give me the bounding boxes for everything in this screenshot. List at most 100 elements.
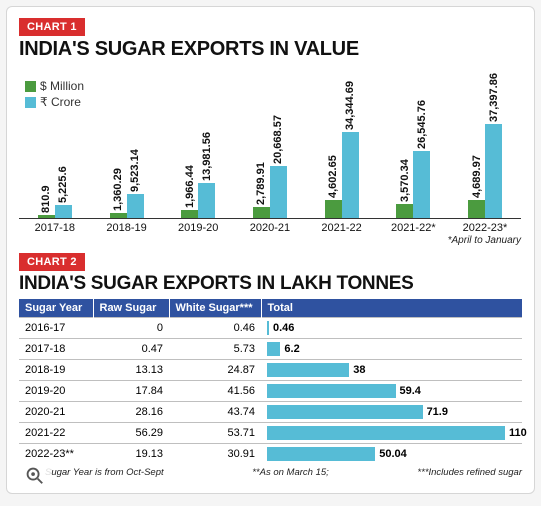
xaxis-label: 2022-23* bbox=[449, 219, 521, 234]
bar-group: 4,689.9737,397.86 bbox=[449, 124, 521, 218]
bar-inr: 5,225.6 bbox=[55, 205, 72, 218]
cell-year: 2021-22 bbox=[19, 423, 93, 444]
table-row: 2016-1700.460.46 bbox=[19, 318, 522, 339]
bar-usd: 4,689.97 bbox=[468, 200, 485, 218]
total-label: 71.9 bbox=[427, 405, 448, 419]
cell-white: 24.87 bbox=[169, 360, 261, 381]
table-row: 2019-2017.8441.5659.4 bbox=[19, 381, 522, 402]
cell-raw: 0.47 bbox=[93, 339, 169, 360]
bar-value-label: 26,545.76 bbox=[416, 100, 428, 149]
bar-value-label: 810.9 bbox=[40, 185, 52, 213]
total-bar bbox=[267, 342, 280, 356]
total-bar bbox=[267, 384, 396, 398]
xaxis-label: 2019-20 bbox=[162, 219, 234, 234]
table-row: 2021-2256.2953.71110 bbox=[19, 423, 522, 444]
chart2-table: Sugar Year Raw Sugar White Sugar*** Tota… bbox=[19, 299, 522, 464]
xaxis-label: 2018-19 bbox=[91, 219, 163, 234]
table-header-row: Sugar Year Raw Sugar White Sugar*** Tota… bbox=[19, 299, 522, 318]
bar-value-label: 9,523.14 bbox=[129, 149, 141, 192]
cell-raw: 56.29 bbox=[93, 423, 169, 444]
chart2-badge: CHART 2 bbox=[19, 253, 85, 271]
cell-year: 2017-18 bbox=[19, 339, 93, 360]
lens-overlay[interactable] bbox=[17, 461, 51, 489]
bar-value-label: 3,570.34 bbox=[399, 159, 411, 202]
total-label: 110 bbox=[509, 426, 527, 440]
bar-inr: 13,981.56 bbox=[198, 183, 215, 218]
bar-group: 4,602.6534,344.69 bbox=[306, 132, 378, 218]
cell-total: 38 bbox=[261, 360, 522, 381]
cell-year: 2020-21 bbox=[19, 402, 93, 423]
chart2-title: INDIA'S SUGAR EXPORTS IN LAKH TONNES bbox=[19, 273, 522, 295]
cell-total: 110 bbox=[261, 423, 522, 444]
cell-total: 59.4 bbox=[261, 381, 522, 402]
cell-raw: 13.13 bbox=[93, 360, 169, 381]
total-label: 59.4 bbox=[400, 384, 421, 398]
table-row: 2022-23**19.1330.9150.04 bbox=[19, 444, 522, 465]
bar-group: 810.95,225.6 bbox=[19, 205, 91, 218]
cell-total: 71.9 bbox=[261, 402, 522, 423]
bar-inr: 37,397.86 bbox=[485, 124, 502, 218]
cell-year: 2018-19 bbox=[19, 360, 93, 381]
cell-white: 43.74 bbox=[169, 402, 261, 423]
cell-white: 5.73 bbox=[169, 339, 261, 360]
bar-usd: 1,966.44 bbox=[181, 210, 198, 218]
table-body: 2016-1700.460.462017-180.475.736.22018-1… bbox=[19, 318, 522, 465]
bar-value-label: 37,397.86 bbox=[488, 73, 500, 122]
th-total: Total bbox=[261, 299, 522, 318]
total-label: 0.46 bbox=[273, 321, 294, 335]
table-row: 2018-1913.1324.8738 bbox=[19, 360, 522, 381]
bar-group: 2,789.9120,668.57 bbox=[234, 166, 306, 218]
total-bar bbox=[267, 447, 375, 461]
bar-group: 3,570.3426,545.76 bbox=[378, 151, 450, 218]
footnote-mid: **As on March 15; bbox=[252, 467, 329, 478]
total-label: 6.2 bbox=[284, 342, 299, 356]
total-bar bbox=[267, 426, 505, 440]
chart1-badge: CHART 1 bbox=[19, 18, 85, 36]
footnote-right: ***Includes refined sugar bbox=[417, 467, 522, 478]
cell-white: 0.46 bbox=[169, 318, 261, 339]
xaxis-label: 2017-18 bbox=[19, 219, 91, 234]
xaxis-label: 2021-22 bbox=[306, 219, 378, 234]
th-raw: Raw Sugar bbox=[93, 299, 169, 318]
bar-value-label: 4,689.97 bbox=[471, 155, 483, 198]
bar-inr: 20,668.57 bbox=[270, 166, 287, 218]
table-row: 2020-2128.1643.74 71.9 bbox=[19, 402, 522, 423]
th-white: White Sugar*** bbox=[169, 299, 261, 318]
chart1-bars: 810.95,225.61,360.299,523.141,966.4413,9… bbox=[19, 65, 521, 219]
bar-inr: 34,344.69 bbox=[342, 132, 359, 218]
total-bar bbox=[267, 363, 349, 377]
cell-white: 30.91 bbox=[169, 444, 261, 465]
cell-year: 2016-17 bbox=[19, 318, 93, 339]
table-row: 2017-180.475.73 6.2 bbox=[19, 339, 522, 360]
bar-value-label: 5,225.6 bbox=[57, 166, 69, 203]
bar-usd: 1,360.29 bbox=[110, 213, 127, 218]
bar-value-label: 1,360.29 bbox=[112, 168, 124, 211]
bar-value-label: 34,344.69 bbox=[344, 81, 356, 130]
bar-usd: 3,570.34 bbox=[396, 204, 413, 218]
total-label: 50.04 bbox=[379, 447, 407, 461]
cell-raw: 17.84 bbox=[93, 381, 169, 402]
card: CHART 1 INDIA'S SUGAR EXPORTS IN VALUE $… bbox=[6, 6, 535, 494]
cell-total: 0.46 bbox=[261, 318, 522, 339]
bar-value-label: 4,602.65 bbox=[327, 156, 339, 199]
cell-year: 2019-20 bbox=[19, 381, 93, 402]
chart1-footnote: *April to January bbox=[19, 235, 521, 246]
chart1-title: INDIA'S SUGAR EXPORTS IN VALUE bbox=[19, 38, 522, 61]
bar-value-label: 20,668.57 bbox=[272, 115, 284, 164]
bar-usd: 810.9 bbox=[38, 215, 55, 218]
bar-inr: 26,545.76 bbox=[413, 151, 430, 218]
cell-white: 53.71 bbox=[169, 423, 261, 444]
bar-value-label: 1,966.44 bbox=[184, 166, 196, 209]
xaxis-label: 2021-22* bbox=[377, 219, 449, 234]
bar-inr: 9,523.14 bbox=[127, 194, 144, 218]
chart1-section: CHART 1 INDIA'S SUGAR EXPORTS IN VALUE $… bbox=[19, 17, 522, 246]
bar-value-label: 2,789.91 bbox=[255, 162, 267, 205]
bar-group: 1,360.299,523.14 bbox=[91, 194, 163, 218]
cell-total: 6.2 bbox=[261, 339, 522, 360]
th-year: Sugar Year bbox=[19, 299, 93, 318]
cell-raw: 0 bbox=[93, 318, 169, 339]
lens-icon bbox=[23, 464, 45, 486]
chart2-footnotes: Sugar Year is from Oct-Sept **As on Marc… bbox=[19, 467, 522, 478]
chart2-section: CHART 2 INDIA'S SUGAR EXPORTS IN LAKH TO… bbox=[19, 252, 522, 478]
cell-raw: 28.16 bbox=[93, 402, 169, 423]
